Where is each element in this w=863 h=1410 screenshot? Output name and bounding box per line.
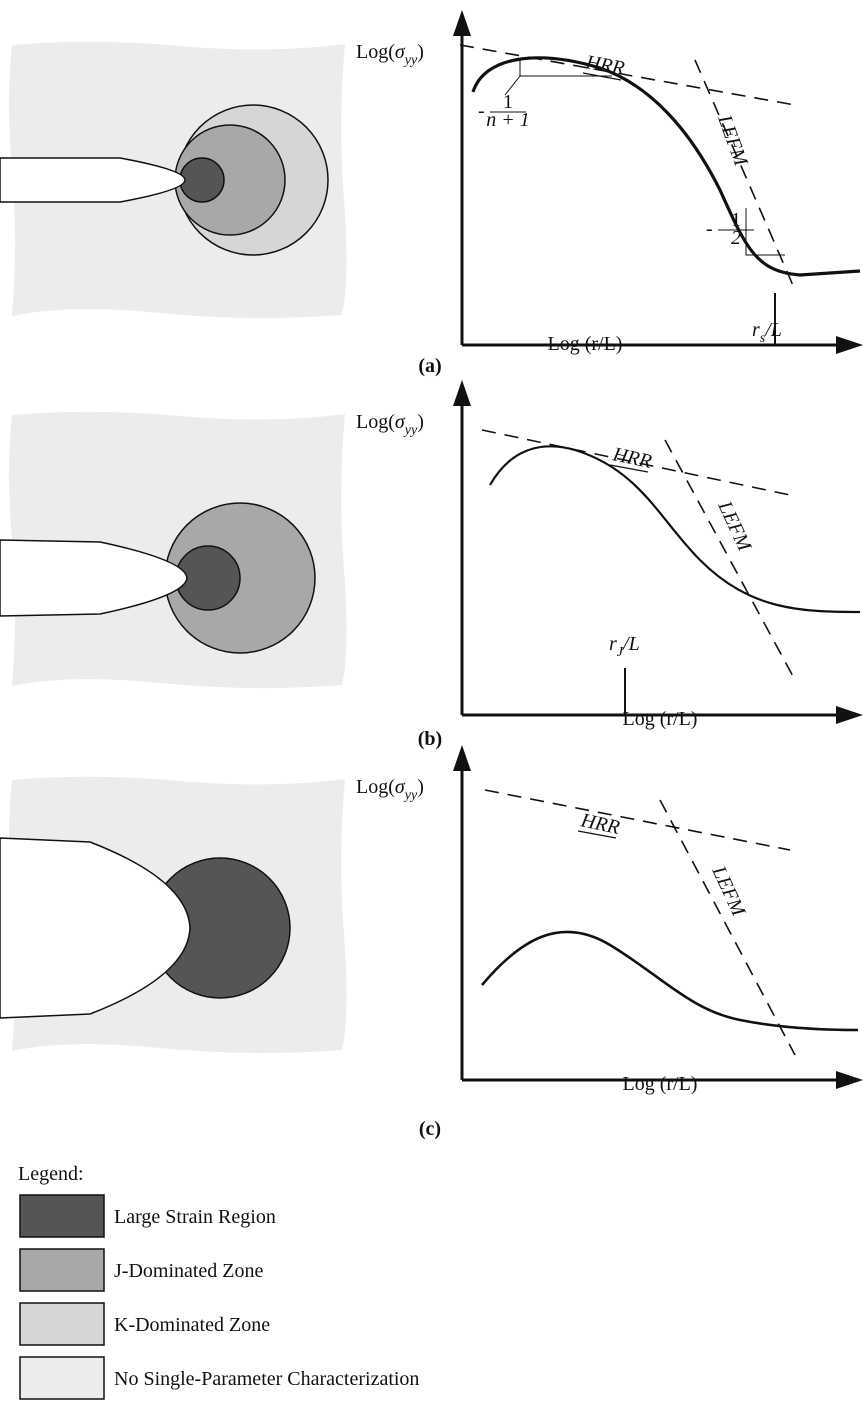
lefm-label: LEFM — [707, 862, 750, 921]
y-axis-arrow — [453, 10, 471, 36]
legend-swatch — [20, 1195, 104, 1237]
y-axis-label: Log(σyy) — [356, 411, 424, 438]
stress-curve — [473, 58, 860, 275]
scale-suffix: /L — [622, 633, 640, 655]
lefm-slope-denominator: 2 — [731, 227, 741, 249]
x-axis-label: Log (r/L) — [623, 708, 698, 730]
lefm-label: LEFM — [713, 111, 752, 170]
legend-title: Legend: — [18, 1163, 84, 1185]
y-label-subscript: yy — [403, 53, 418, 68]
x-axis-label: Log (r/L) — [623, 1073, 698, 1095]
lefm-slope-sign: - — [706, 218, 713, 240]
slope-triangle — [746, 208, 785, 255]
legend-item: J-Dominated Zone — [114, 1260, 264, 1282]
hrr-slope-sign: - — [478, 100, 485, 122]
scale-base: r — [752, 319, 760, 341]
x-axis-arrow — [836, 1071, 863, 1089]
scale-label: rJ/L — [609, 633, 640, 660]
y-axis-label: Log(σyy) — [356, 41, 424, 68]
strain-zone — [180, 158, 224, 202]
y-label-suffix: ) — [417, 776, 424, 798]
hrr-slope-denominator: n + 1 — [486, 109, 530, 131]
x-axis-arrow — [836, 706, 863, 724]
y-label-prefix: Log( — [356, 41, 395, 63]
panel-label: (c) — [419, 1118, 441, 1140]
y-axis-arrow — [453, 380, 471, 406]
figure: Log(σyy)Log (r/L)(a)HRRLEFM-1n + 1-12rs/… — [0, 0, 863, 1410]
y-label-subscript: yy — [403, 788, 418, 803]
y-axis-label: Log(σyy) — [356, 776, 424, 803]
hrr-label: HRR — [583, 51, 626, 80]
y-label-suffix: ) — [417, 41, 424, 63]
legend-item: K-Dominated Zone — [114, 1314, 270, 1336]
y-label-prefix: Log( — [356, 776, 395, 798]
scale-base: r — [609, 633, 617, 655]
y-label-prefix: Log( — [356, 411, 395, 433]
lefm-asymptote — [665, 440, 795, 680]
y-label-suffix: ) — [417, 411, 424, 433]
scale-suffix: /L — [764, 319, 782, 341]
scale-label: rs/L — [752, 319, 782, 346]
legend-item: Large Strain Region — [114, 1206, 276, 1228]
x-axis-label: Log (r/L) — [548, 333, 623, 355]
legend-swatch — [20, 1249, 104, 1291]
stress-curve — [482, 932, 858, 1030]
y-label-subscript: yy — [403, 423, 418, 438]
y-axis-arrow — [453, 745, 471, 771]
panel-label: (a) — [418, 355, 441, 377]
legend-item: No Single-Parameter Characterization — [114, 1368, 419, 1390]
x-axis-arrow — [836, 336, 863, 354]
panel-label: (b) — [418, 728, 442, 750]
hrr-asymptote — [485, 790, 790, 850]
legend-swatch — [20, 1357, 104, 1399]
lefm-label: LEFM — [713, 497, 756, 556]
legend-swatch — [20, 1303, 104, 1345]
